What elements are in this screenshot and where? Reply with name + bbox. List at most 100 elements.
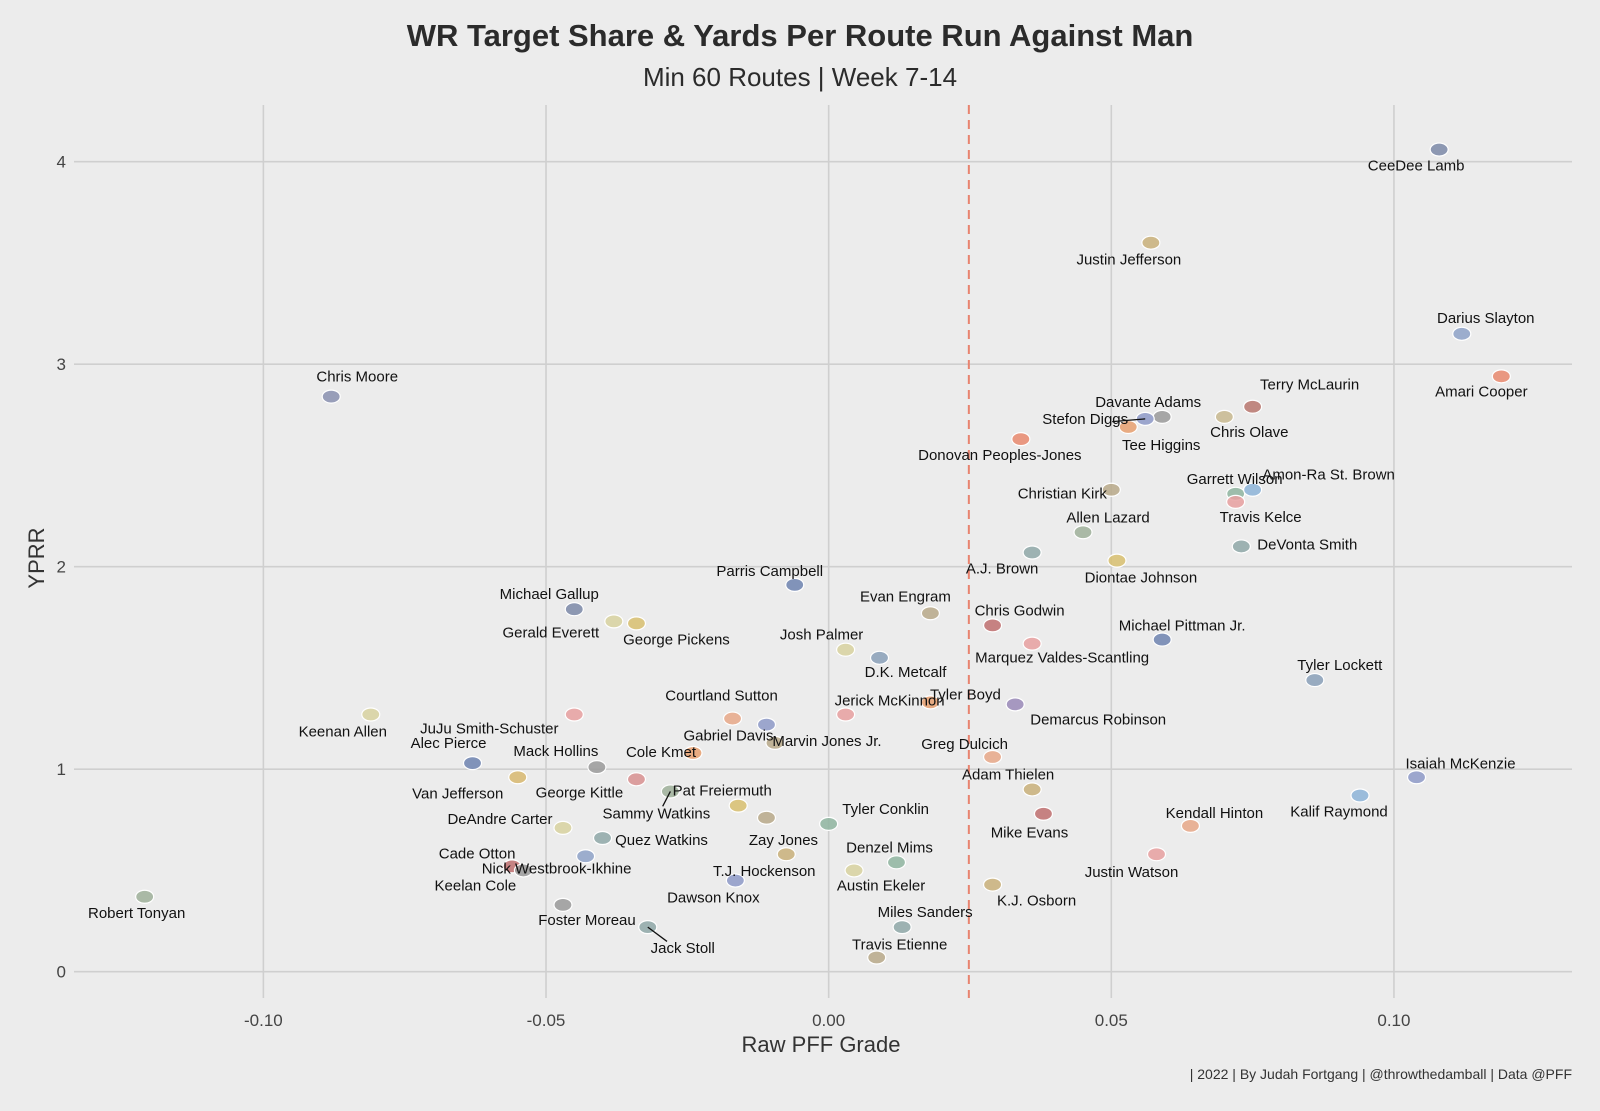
point-cole-kmet	[683, 745, 703, 761]
point-label-nick-westbrook-ikhine: Nick Westbrook-Ikhine	[482, 860, 632, 877]
point-label-chris-olave: Chris Olave	[1210, 424, 1288, 441]
point-nick-westbrook-ikhine	[575, 849, 596, 864]
point-marquez-valdes-scantling	[1022, 636, 1042, 651]
point-parris-campbell	[785, 577, 805, 593]
point-labels: CeeDee Lamb Justin Jefferson Darius Slayto…	[88, 158, 1535, 958]
gridlines	[74, 105, 1572, 998]
point-darius-slayton	[1452, 326, 1472, 341]
point-label-chris-moore: Chris Moore	[316, 369, 398, 386]
point-keenan-allen	[361, 707, 381, 722]
point-travis-kelce	[1226, 494, 1246, 509]
point-dawson-knox	[725, 873, 745, 888]
point-label-stefon-diggs: Stefon Diggs	[1042, 411, 1128, 428]
point-courtland-sutton	[722, 711, 743, 726]
point-label-t-j-hockenson: T.J. Hockenson	[713, 863, 816, 880]
x-tick-label: 0.10	[1377, 1011, 1410, 1030]
y-tick-label: 1	[57, 760, 66, 779]
point-label-donovan-peoples-jones: Donovan Peoples-Jones	[918, 447, 1081, 464]
point-label-tee-higgins: Tee Higgins	[1122, 437, 1200, 454]
point-label-pat-freiermuth: Pat Freiermuth	[673, 783, 772, 800]
point-evan-engram	[920, 606, 941, 621]
point-label-parris-campbell: Parris Campbell	[716, 563, 823, 580]
point-label-justin-jefferson: Justin Jefferson	[1076, 252, 1181, 269]
point-label-adam-thielen: Adam Thielen	[962, 766, 1054, 783]
point-tyler-conklin	[819, 816, 839, 831]
point-deandre-carter	[553, 820, 573, 836]
point-label-mike-evans: Mike Evans	[991, 825, 1069, 842]
point-jerick-mckinnon	[836, 707, 856, 722]
point-van-jefferson	[508, 770, 528, 785]
point-label-jerick-mckinnon: Jerick McKinnon	[835, 693, 945, 710]
point-tyler-lockett	[1305, 672, 1325, 688]
point-mack-hollins	[587, 760, 607, 775]
point-label-keenan-allen: Keenan Allen	[299, 724, 387, 741]
point-label-mack-hollins: Mack Hollins	[513, 743, 598, 760]
point-label-darius-slayton: Darius Slayton	[1437, 310, 1535, 327]
point-demarcus-robinson	[1005, 697, 1025, 712]
point-marvin-jones-jr	[765, 735, 785, 750]
point-pat-freiermuth	[728, 798, 748, 813]
point-miles-sanders	[892, 920, 912, 935]
point-a-j-brown	[1022, 545, 1042, 560]
point-label-michael-pittman-jr: Michael Pittman Jr.	[1119, 618, 1246, 635]
point-chris-moore	[321, 389, 341, 404]
point-zay-jones	[756, 810, 777, 825]
point-label-van-jefferson: Van Jefferson	[412, 785, 503, 802]
chart-subtitle: Min 60 Routes | Week 7-14	[642, 62, 958, 92]
point-label-juju-smith-schuster: JuJu Smith-Schuster	[420, 721, 558, 738]
point-kalif-raymond	[1350, 788, 1370, 803]
point-label-isaiah-mckenzie: Isaiah McKenzie	[1406, 755, 1516, 772]
y-axis-title: YPRR	[24, 527, 49, 588]
point-ceedee-lamb	[1429, 142, 1449, 157]
point-label-amari-cooper: Amari Cooper	[1435, 383, 1528, 400]
x-tick-label: 0.05	[1095, 1011, 1128, 1030]
point-label-a-j-brown: A.J. Brown	[966, 561, 1039, 578]
x-axis-title: Raw PFF Grade	[742, 1032, 901, 1057]
point-label-austin-ekeler: Austin Ekeler	[837, 877, 925, 894]
point-label-allen-lazard: Allen Lazard	[1066, 509, 1149, 526]
point-label-michael-gallup: Michael Gallup	[500, 586, 599, 603]
point-label-christian-kirk: Christian Kirk	[1018, 486, 1108, 503]
point-label-marquez-valdes-scantling: Marquez Valdes-Scantling	[975, 650, 1149, 667]
point-label-robert-tonyan: Robert Tonyan	[88, 905, 185, 922]
point-adam-thielen	[1022, 782, 1042, 797]
point-t-j-hockenson	[776, 847, 796, 862]
point-davante-adams	[1152, 409, 1172, 424]
point-justin-watson	[1146, 847, 1167, 862]
point-amon-ra-st-brown	[1243, 482, 1263, 497]
point-chris-godwin	[982, 618, 1003, 633]
y-tick-label: 4	[57, 153, 66, 172]
point-denzel-mims	[886, 855, 907, 870]
point-keelan-cole	[513, 863, 534, 878]
point-label-zay-jones: Zay Jones	[749, 832, 818, 849]
point-label-tyler-lockett: Tyler Lockett	[1297, 657, 1383, 674]
point-label-miles-sanders: Miles Sanders	[878, 904, 973, 921]
point-label-gabriel-davis: Gabriel Davis	[683, 728, 773, 745]
point-gabriel-davis	[756, 717, 777, 732]
point-label-kalif-raymond: Kalif Raymond	[1290, 804, 1388, 821]
point-michael-pittman-jr	[1152, 632, 1172, 647]
point-label-justin-watson: Justin Watson	[1085, 864, 1179, 881]
point-label-amon-ra-st-brown: Amon-Ra St. Brown	[1262, 467, 1395, 484]
chart-title: WR Target Share & Yards Per Route Run Ag…	[406, 18, 1194, 53]
point-chris-olave	[1214, 409, 1234, 424]
point-tyler-boyd	[920, 695, 941, 710]
point-alec-pierce	[462, 756, 483, 771]
point-travis-etienne	[867, 950, 887, 965]
point-greg-dulcich	[982, 749, 1003, 765]
point-label-keelan-cole: Keelan Cole	[435, 877, 517, 894]
point-label-diontae-johnson: Diontae Johnson	[1085, 570, 1198, 587]
point-diontae-johnson	[1107, 553, 1127, 568]
point-label-tyler-boyd: Tyler Boyd	[930, 686, 1001, 703]
label-leader-stefon-diggs	[1112, 418, 1146, 423]
point-label-garrett-wilson: Garrett Wilson	[1187, 471, 1283, 488]
point-robert-tonyan	[135, 889, 155, 904]
point-label-demarcus-robinson: Demarcus Robinson	[1030, 711, 1166, 728]
point-isaiah-mckenzie	[1406, 770, 1427, 785]
point-label-greg-dulcich: Greg Dulcich	[921, 736, 1008, 753]
point-josh-palmer	[836, 642, 856, 657]
point-label-dawson-knox: Dawson Knox	[667, 890, 760, 907]
point-austin-ekeler	[844, 863, 864, 878]
point-label-denzel-mims: Denzel Mims	[846, 839, 933, 856]
point-label-deandre-carter: DeAndre Carter	[447, 811, 552, 828]
